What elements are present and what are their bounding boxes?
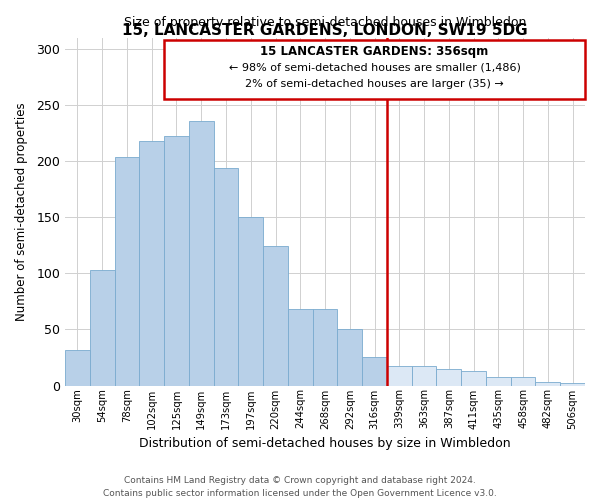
Bar: [238, 217, 263, 386]
Text: 15 LANCASTER GARDENS: 356sqm: 15 LANCASTER GARDENS: 356sqm: [260, 46, 488, 59]
X-axis label: Distribution of semi-detached houses by size in Wimbledon: Distribution of semi-detached houses by …: [139, 437, 511, 450]
Text: Contains HM Land Registry data © Crown copyright and database right 2024.
Contai: Contains HM Land Registry data © Crown c…: [103, 476, 497, 498]
Bar: [263, 246, 288, 386]
Bar: [337, 330, 362, 386]
Text: Size of property relative to semi-detached houses in Wimbledon: Size of property relative to semi-detach…: [124, 16, 526, 29]
Y-axis label: Number of semi-detached properties: Number of semi-detached properties: [15, 102, 28, 321]
Bar: [65, 350, 90, 386]
Bar: [115, 156, 139, 386]
Text: 2% of semi-detached houses are larger (35) →: 2% of semi-detached houses are larger (3…: [245, 80, 504, 90]
Bar: [288, 309, 313, 386]
Bar: [461, 371, 486, 386]
Bar: [214, 168, 238, 386]
Title: 15, LANCASTER GARDENS, LONDON, SW19 5DG: 15, LANCASTER GARDENS, LONDON, SW19 5DG: [122, 22, 528, 38]
Bar: [362, 358, 387, 386]
Bar: [313, 309, 337, 386]
Bar: [139, 141, 164, 386]
Bar: [560, 384, 585, 386]
Text: ← 98% of semi-detached houses are smaller (1,486): ← 98% of semi-detached houses are smalle…: [229, 62, 520, 72]
Bar: [535, 382, 560, 386]
Bar: [90, 270, 115, 386]
Bar: [189, 120, 214, 386]
Bar: [436, 368, 461, 386]
Bar: [164, 136, 189, 386]
Bar: [387, 366, 412, 386]
Bar: [511, 376, 535, 386]
Bar: [164, 40, 585, 100]
Bar: [412, 366, 436, 386]
Bar: [486, 376, 511, 386]
